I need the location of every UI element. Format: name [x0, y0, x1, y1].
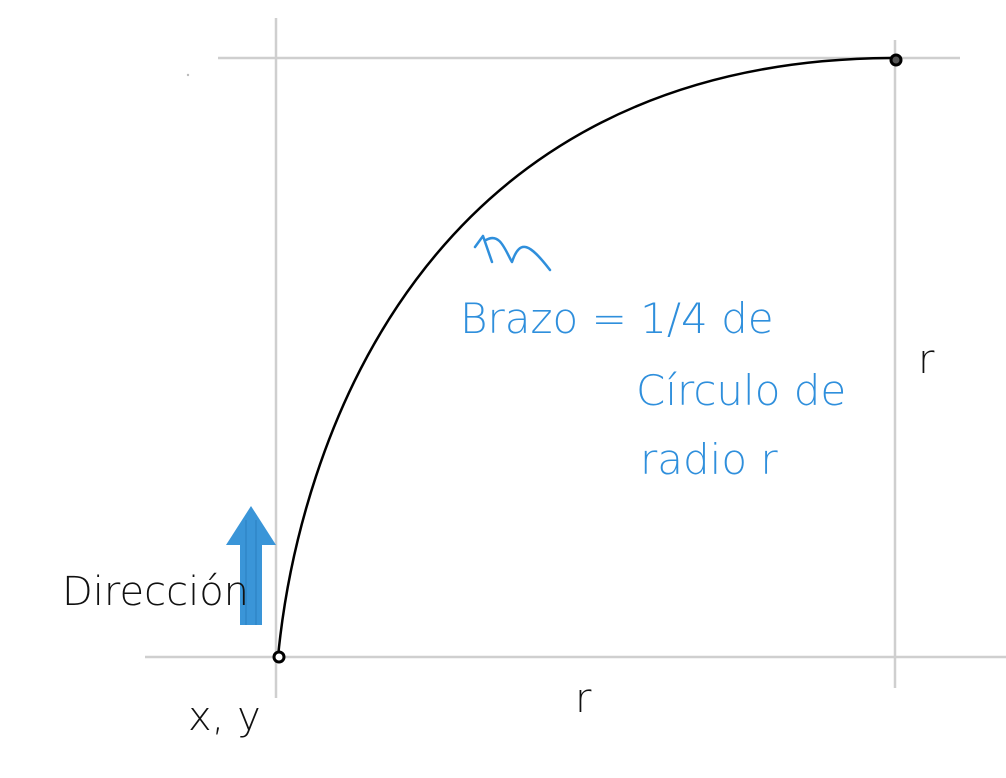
stray-dot	[186, 73, 190, 77]
annotation-line-3: radio r	[640, 435, 778, 484]
origin-label: x, y	[188, 694, 261, 740]
radius-label-bottom: r	[575, 676, 592, 722]
pointer-arrow-icon	[473, 234, 552, 272]
direction-arrow-icon	[226, 506, 276, 625]
direction-label: Dirección	[62, 569, 249, 615]
radius-label-right: r	[918, 337, 935, 383]
annotation-line-2: Círculo de	[636, 366, 846, 415]
annotation-line-1: Brazo = 1/4 de	[460, 294, 774, 343]
quarter-circle-arm	[276, 56, 897, 658]
end-point	[889, 53, 903, 67]
start-point	[272, 650, 286, 664]
